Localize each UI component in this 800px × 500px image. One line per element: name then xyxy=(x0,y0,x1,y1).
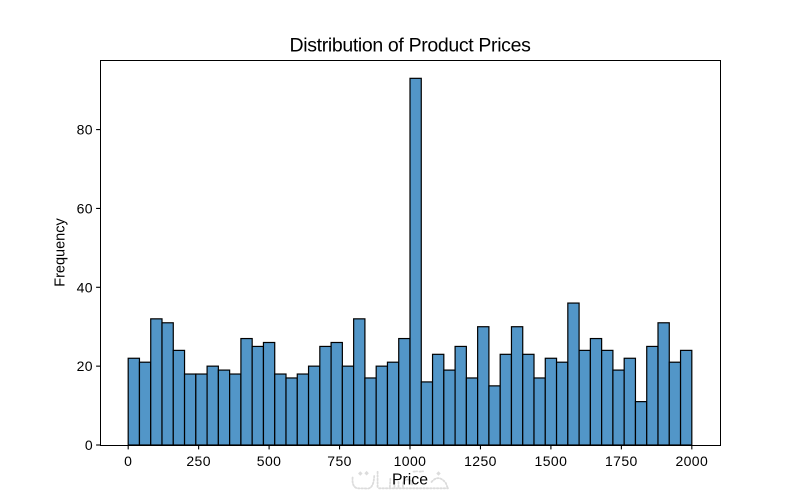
svg-text:1250: 1250 xyxy=(464,453,497,469)
svg-text:500: 500 xyxy=(257,453,282,469)
svg-text:Frequency: Frequency xyxy=(53,218,69,287)
svg-text:250: 250 xyxy=(186,453,211,469)
svg-text:40: 40 xyxy=(77,279,93,295)
svg-text:Distribution of Product Prices: Distribution of Product Prices xyxy=(290,35,532,57)
svg-text:2000: 2000 xyxy=(675,453,708,469)
svg-text:0: 0 xyxy=(85,437,93,453)
svg-text:60: 60 xyxy=(77,200,93,216)
svg-text:1000: 1000 xyxy=(394,453,427,469)
svg-text:20: 20 xyxy=(77,358,93,374)
svg-text:750: 750 xyxy=(327,453,352,469)
svg-text:1750: 1750 xyxy=(605,453,638,469)
svg-text:0: 0 xyxy=(124,453,132,469)
svg-text:Price: Price xyxy=(392,472,428,489)
svg-text:1500: 1500 xyxy=(535,453,568,469)
svg-text:80: 80 xyxy=(77,122,93,138)
